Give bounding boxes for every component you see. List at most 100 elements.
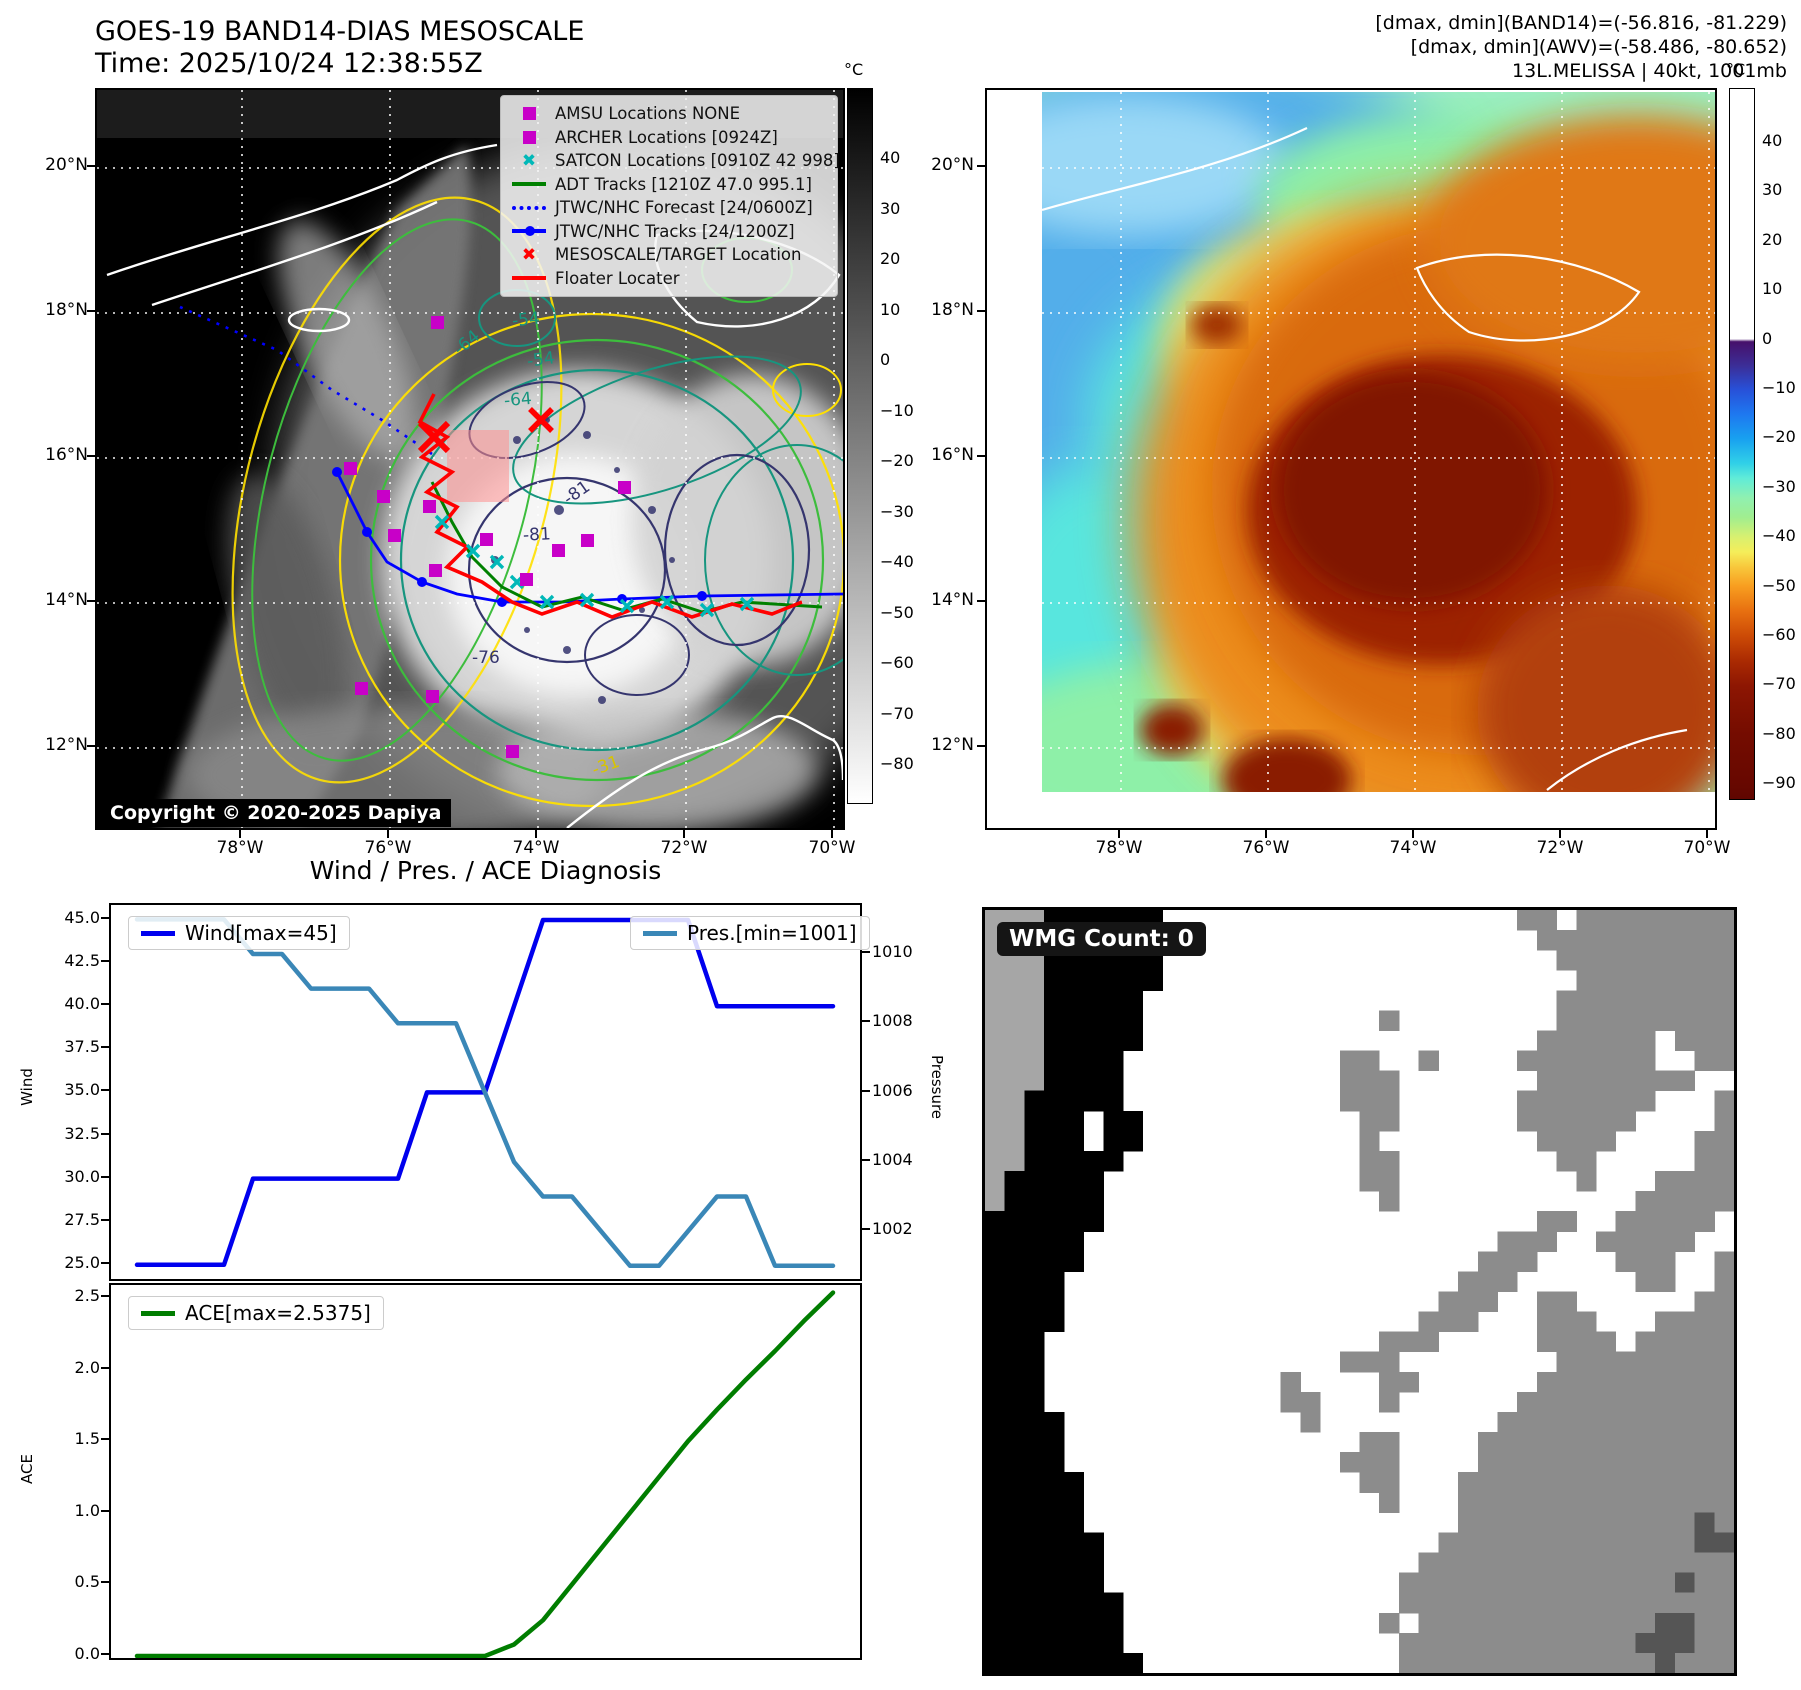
legend-item: AMSU Locations NONE xyxy=(509,102,827,126)
wind-tick: 45.0 xyxy=(64,908,100,927)
lat-label: 12°N xyxy=(931,735,974,755)
lat-tick xyxy=(977,310,985,312)
ace-tickmark xyxy=(101,1653,109,1655)
lon-label: 76°W xyxy=(364,838,412,858)
map-legend: AMSU Locations NONE ARCHER Locations [092… xyxy=(500,95,840,297)
wind-pressure-chart[interactable] xyxy=(109,903,862,1281)
awv-colorbar-tick: −50 xyxy=(1762,575,1796,595)
lon-tick xyxy=(831,830,833,838)
band14-colorbar-tick: −80 xyxy=(880,754,914,773)
lon-tick xyxy=(683,830,685,838)
band14-colorbar-tick: −70 xyxy=(880,703,914,723)
wind-pressure-plot xyxy=(134,917,836,1269)
awv-colorbar xyxy=(1729,88,1755,800)
pressure-tickmark xyxy=(862,951,870,953)
awv-colorbar-unit: °C xyxy=(1726,60,1746,79)
lon-tick xyxy=(1412,830,1414,838)
awv-colorbar-tick: 40 xyxy=(1762,131,1783,150)
legend-item-label: JTWC/NHC Forecast [24/0600Z] xyxy=(555,198,813,218)
wind-tick: 42.5 xyxy=(64,951,100,971)
line-dot-marker-icon xyxy=(509,226,549,237)
pressure-tick: 1006 xyxy=(872,1080,913,1100)
awv-colorbar-tick: −10 xyxy=(1762,378,1796,397)
wind-legend[interactable]: Wind[max=45] xyxy=(128,916,350,950)
wind-tick: 27.5 xyxy=(64,1209,100,1229)
legend-item-label: ADT Tracks [1210Z 47.0 995.1] xyxy=(555,174,812,194)
pressure-tick: 1010 xyxy=(872,942,913,961)
page-title: GOES-19 BAND14-DIAS MESOSCALE xyxy=(95,16,585,47)
wind-line-sample xyxy=(141,930,175,936)
wind-tickmark xyxy=(101,917,109,919)
contour-label: -81 xyxy=(522,524,552,546)
lon-label: 70°W xyxy=(1683,838,1731,858)
lat-tick xyxy=(977,600,985,602)
target-x-markers xyxy=(417,407,554,454)
lon-label: 72°W xyxy=(660,838,708,858)
band14-colorbar-tick: 0 xyxy=(880,350,891,369)
legend-item: Floater Locater xyxy=(509,267,827,291)
legend-item: JTWC/NHC Tracks [24/1200Z] xyxy=(509,220,827,244)
dotted-line-marker-icon xyxy=(509,205,549,210)
wind-tickmark xyxy=(101,1175,109,1178)
lat-tick xyxy=(87,600,95,602)
pressure-axis-label: Pressure xyxy=(928,1054,947,1120)
lon-tick xyxy=(1118,830,1120,838)
lon-tick xyxy=(535,830,537,838)
x-marker-icon: ✖ xyxy=(521,244,537,265)
lat-tick xyxy=(87,310,95,312)
lat-tick xyxy=(977,165,985,167)
legend-item-label: ARCHER Locations [0924Z] xyxy=(555,127,778,147)
awv-colorbar-tick: 0 xyxy=(1762,328,1773,348)
x-marker-icon: ✖ xyxy=(521,150,537,171)
line-marker-icon xyxy=(509,276,549,281)
ace-legend[interactable]: ACE[max=2.5375] xyxy=(128,1296,384,1330)
square-marker-icon xyxy=(509,107,549,121)
wind-tick: 25.0 xyxy=(64,1252,100,1272)
wind-tickmark xyxy=(101,1089,109,1092)
jtwc-forecast-track xyxy=(179,305,433,456)
square-marker-icon xyxy=(509,130,549,144)
band14-colorbar-tick: −60 xyxy=(880,653,914,672)
lon-tick xyxy=(1265,830,1267,838)
pressure-tickmark xyxy=(862,1089,870,1092)
awv-map-panel[interactable] xyxy=(985,88,1717,830)
lon-label: 74°W xyxy=(512,838,560,858)
graticule xyxy=(97,90,843,828)
pressure-tickmark xyxy=(862,1228,870,1231)
awv-colorbar-tick: −60 xyxy=(1762,625,1796,644)
pressure-tickmark xyxy=(862,1158,870,1161)
pressure-legend[interactable]: Pres.[min=1001] xyxy=(630,916,870,950)
wind-legend-label: Wind[max=45] xyxy=(185,921,337,945)
lon-label: 72°W xyxy=(1536,838,1584,858)
ace-tick: 2.0 xyxy=(74,1357,100,1377)
wind-tick: 37.5 xyxy=(64,1037,100,1057)
dmax-dmin-band14: [dmax, dmin](BAND14)=(-56.816, -81.229) xyxy=(1375,12,1787,34)
awv-colorbar-tick: −20 xyxy=(1762,427,1796,447)
wind-tickmark xyxy=(101,1218,109,1221)
band14-map-panel[interactable]: AMSU Locations NONE ARCHER Locations [092… xyxy=(95,88,845,830)
wind-tickmark xyxy=(101,960,109,963)
lat-tick xyxy=(87,745,95,747)
ace-tick: 0.0 xyxy=(74,1644,100,1663)
lat-tick xyxy=(977,455,985,457)
coastlines xyxy=(1042,127,1688,791)
graticule xyxy=(1042,92,1715,792)
band14-colorbar-tick: 40 xyxy=(880,148,901,167)
legend-item-label: Floater Locater xyxy=(555,268,680,288)
contour-label: -54 xyxy=(511,308,541,332)
ace-tickmark xyxy=(101,1581,109,1584)
ace-series-line xyxy=(134,1290,836,1658)
ace-plot xyxy=(134,1290,836,1658)
diagnosis-title: Wind / Pres. / ACE Diagnosis xyxy=(309,856,662,885)
ace-chart[interactable] xyxy=(109,1283,862,1660)
archer-markers xyxy=(344,316,631,758)
lon-label: 78°W xyxy=(1095,838,1143,858)
legend-item: ADT Tracks [1210Z 47.0 995.1] xyxy=(509,173,827,197)
lat-label: 18°N xyxy=(45,300,88,320)
awv-colorbar-tick: −80 xyxy=(1762,723,1796,743)
wmg-panel[interactable]: WMG Count: 0 xyxy=(982,907,1737,1676)
copyright-label: Copyright © 2020-2025 Dapiya xyxy=(100,799,452,827)
lat-tick xyxy=(87,165,95,167)
line-marker-icon xyxy=(509,182,549,187)
